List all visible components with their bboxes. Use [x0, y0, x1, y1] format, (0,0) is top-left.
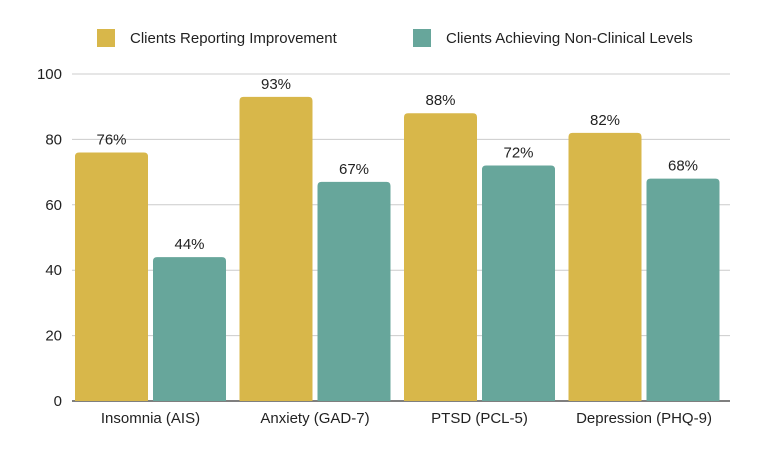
bar-1-4	[568, 132, 642, 402]
legend-swatch-2	[413, 29, 431, 47]
x-tick-label: Depression (PHQ-9)	[576, 410, 712, 427]
y-tick-label: 0	[54, 393, 62, 410]
bar-1-2	[239, 96, 313, 401]
bar-2-2	[317, 181, 391, 401]
y-tick-label: 40	[45, 262, 62, 279]
data-label-2-4: 68%	[668, 158, 698, 175]
y-tick-label: 100	[37, 66, 62, 83]
legend: Clients Reporting Improvement Clients Ach…	[97, 29, 693, 47]
legend-label-2: Clients Achieving Non-Clinical Levels	[446, 30, 693, 47]
legend-swatch-1	[97, 29, 115, 47]
x-axis: Insomnia (AIS) Anxiety (GAD-7) PTSD (PCL-5…	[101, 410, 712, 427]
bar-2-1	[153, 257, 226, 401]
data-label-1-4: 82%	[590, 112, 620, 129]
data-labels: 76% 44% 93% 67% 88% 72% 82% 68%	[96, 76, 698, 253]
bar-1-1	[75, 152, 148, 401]
bar-1-3	[404, 113, 477, 402]
data-label-2-1: 44%	[174, 236, 204, 253]
data-label-2-3: 72%	[503, 145, 533, 162]
y-tick-label: 80	[45, 131, 62, 148]
x-tick-label: PTSD (PCL-5)	[431, 410, 528, 427]
x-tick-label: Insomnia (AIS)	[101, 410, 200, 427]
data-label-1-1: 76%	[96, 131, 126, 148]
legend-label-1: Clients Reporting Improvement	[130, 30, 338, 47]
data-label-1-3: 88%	[425, 92, 455, 109]
x-tick-label: Anxiety (GAD-7)	[260, 410, 369, 427]
bars	[75, 96, 720, 402]
data-label-2-2: 67%	[339, 161, 369, 178]
bar-2-3	[482, 165, 555, 401]
y-axis: 0 20 40 60 80 100	[37, 66, 62, 410]
bar-2-4	[646, 178, 720, 401]
data-label-1-2: 93%	[261, 76, 291, 93]
y-tick-label: 20	[45, 328, 62, 345]
y-tick-label: 60	[45, 197, 62, 214]
